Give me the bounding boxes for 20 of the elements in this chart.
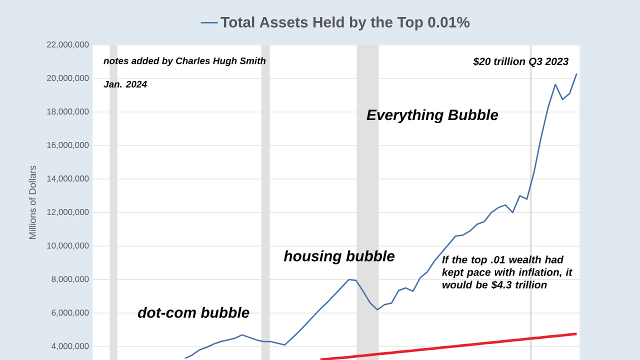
y-tick-label: 10,000,000: [47, 242, 89, 250]
y-tick-label: 6,000,000: [52, 310, 89, 317]
y-tick-label: 4,000,000: [52, 343, 89, 350]
legend-label: Total Assets Held by the Top 0.01%: [220, 16, 470, 30]
y-tick-label: 16,000,000: [47, 142, 89, 150]
annotation: $20 trillion Q3 2023: [473, 57, 569, 68]
annotation: housing bubble: [284, 250, 395, 264]
annotation: dot-com bubble: [138, 306, 250, 318]
annotation: If the top .01 wealth had kept pace with inflation, it would be $4.3 trillion: [442, 256, 573, 290]
annotation: Jan. 2024: [104, 80, 147, 88]
y-tick-label: 20,000,000: [47, 75, 89, 82]
y-tick-label: 12,000,000: [47, 209, 89, 216]
y-tick-label: 14,000,000: [47, 176, 89, 183]
y-axis-title: Millions of Dollars: [28, 166, 36, 239]
y-tick-label: 22,000,000: [47, 42, 89, 48]
annotation: Everything Bubble: [366, 109, 498, 124]
annotation: notes added by Charles Hugh Smith: [104, 57, 266, 66]
y-tick-label: 18,000,000: [47, 108, 89, 116]
line-series: [319, 332, 578, 360]
y-tick-label: 8,000,000: [52, 276, 89, 284]
